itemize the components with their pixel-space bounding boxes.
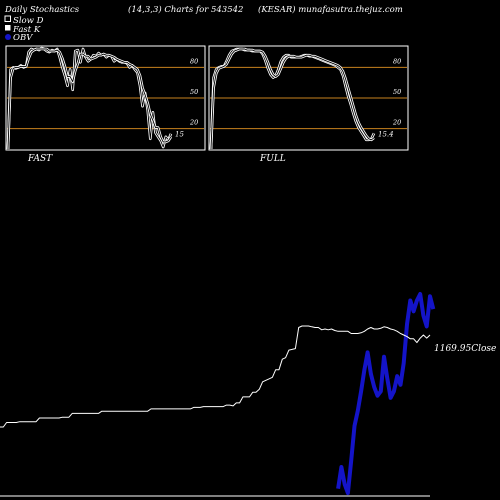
- obv-line: [336, 292, 436, 495]
- legend: Slow D Fast K OBV: [4, 15, 44, 43]
- full-panel-label: FULL: [259, 154, 286, 164]
- fast-k-swatch-icon: [5, 25, 11, 31]
- fast-tick-label: 50: [190, 88, 198, 96]
- slow-d-swatch-icon: [4, 15, 11, 22]
- fast-panel-label: FAST: [27, 154, 53, 164]
- fast-end-value: 15: [175, 131, 184, 139]
- chart-params: (14,3,3) Charts for 543542: [128, 4, 243, 15]
- legend-obv: OBV: [13, 33, 33, 43]
- full-tick-label: 20: [392, 119, 401, 127]
- full-tick-label: 50: [393, 88, 401, 96]
- full-end-value: 15.4: [378, 130, 394, 138]
- full-slow-d-line-core: [210, 48, 375, 150]
- close-price-label: 1169.95Close: [434, 344, 496, 354]
- full-tick-label: 80: [393, 57, 401, 65]
- legend-slow-d: Slow D: [13, 16, 44, 26]
- price-obv-panel: [0, 292, 436, 497]
- chart-title: Daily Stochastics: [4, 5, 80, 15]
- price-line: [0, 325, 431, 428]
- legend-fast-k: Fast K: [12, 25, 41, 35]
- fast-tick-label: 80: [190, 57, 198, 65]
- fast-slow-d-line-core: [7, 48, 172, 150]
- fast-tick-label: 20: [189, 119, 198, 127]
- site-label: (KESAR) munafasutra.thejuz.com: [258, 4, 403, 15]
- obv-swatch-icon: [5, 34, 11, 40]
- header: Daily Stochastics (14,3,3) Charts for 54…: [4, 4, 403, 15]
- full-stochastics-panel: 80 50 20 15.4: [208, 45, 409, 151]
- fast-stochastics-panel: 80 50 20 15: [5, 45, 206, 151]
